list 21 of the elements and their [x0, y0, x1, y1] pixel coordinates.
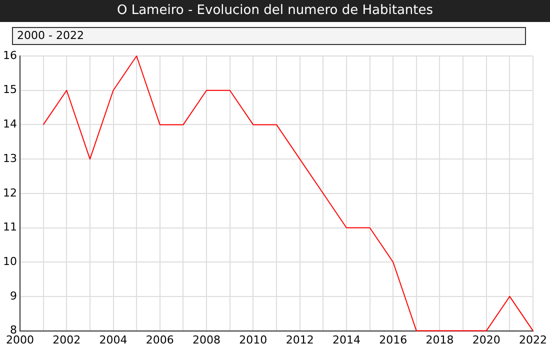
x-tick-label: 2004 [99, 333, 128, 346]
y-tick-label: 9 [10, 289, 17, 302]
x-tick-label: 2018 [426, 333, 454, 346]
y-tick-label: 14 [2, 118, 17, 131]
x-tick-label: 2010 [239, 333, 268, 346]
chart-subtitle: 2000 - 2022 [12, 27, 526, 45]
y-tick-label: 11 [2, 220, 17, 234]
x-tick-label: 2008 [192, 333, 221, 346]
x-tick-label: 2002 [52, 333, 81, 346]
x-tick-label: 2012 [286, 333, 314, 346]
y-tick-label: 16 [2, 48, 17, 62]
x-tick-label: 2022 [519, 333, 548, 346]
x-tick-label: 2006 [146, 333, 174, 346]
x-tick-label: 2014 [332, 333, 360, 346]
y-tick-label: 10 [2, 254, 17, 268]
x-tick-label: 2020 [472, 333, 500, 346]
y-tick-label: 13 [2, 152, 17, 165]
y-tick-label: 12 [2, 186, 17, 200]
y-tick-label: 15 [2, 83, 17, 96]
x-tick-label: 2016 [379, 333, 408, 346]
chart-title: O Lameiro - Evolucion del numero de Habitantes [0, 0, 550, 22]
